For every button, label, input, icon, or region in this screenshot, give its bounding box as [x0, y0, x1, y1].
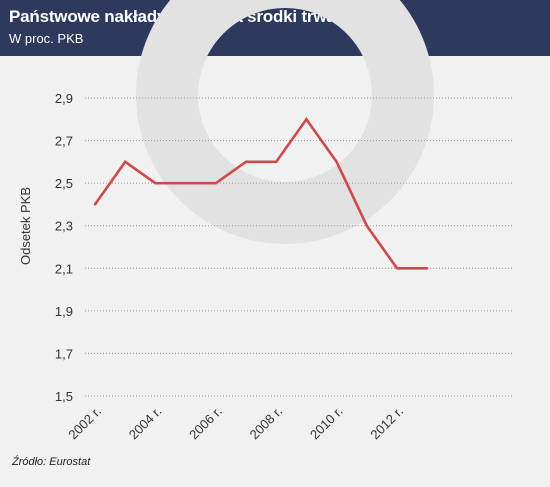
data-point: [244, 160, 248, 164]
data-point: [93, 203, 97, 206]
series-layer: [93, 117, 429, 270]
data-point: [426, 267, 429, 270]
y-tick-label: 2,1: [55, 261, 73, 276]
data-point: [275, 160, 278, 164]
series-line: [93, 117, 428, 270]
data-point: [365, 224, 368, 227]
y-tick-label: 2,9: [55, 91, 73, 106]
x-axis-ticks: 2002 r. 2004 r. 2006 r. 2008 r. 2010 r. 2012 …: [65, 404, 406, 443]
y-tick-label: 2,3: [55, 219, 73, 234]
y-tick-label: 1,5: [55, 389, 73, 404]
y-tick-label: 2,7: [55, 134, 73, 149]
data-point: [124, 160, 127, 164]
x-tick-label: 2004 r.: [126, 404, 165, 443]
data-point: [335, 160, 338, 164]
data-point: [214, 181, 217, 185]
y-tick-label: 2,5: [55, 176, 73, 191]
x-tick-label: 2002 r.: [65, 404, 104, 443]
x-tick-label: 2008 r.: [247, 404, 286, 443]
chart-subtitle: W proc. PKB: [9, 31, 84, 46]
y-tick-label: 1,9: [55, 304, 73, 319]
data-point: [154, 181, 157, 185]
source-note: Źródło: Eurostat: [12, 456, 91, 468]
data-point: [305, 118, 308, 121]
x-tick-label: 2010 r.: [307, 404, 346, 443]
y-axis-ticks: 1,5 1,7 1,9 2,1 2,3 2,5 2,7 2,9: [55, 91, 73, 404]
line-chart: 1,51,71,92,12,32,52,72,9 2002 r. 2004 r. 2…: [18, 0, 512, 443]
data-point: [395, 267, 399, 270]
grid-lines: [85, 97, 512, 397]
x-tick-label: 2012 r.: [367, 404, 406, 443]
data-point: [184, 181, 187, 185]
x-tick-label: 2006 r.: [186, 404, 225, 443]
watermark-logo: [136, 0, 434, 244]
y-tick-label: 1,7: [55, 346, 73, 361]
y-axis-label: Odsetek PKB: [18, 187, 33, 265]
